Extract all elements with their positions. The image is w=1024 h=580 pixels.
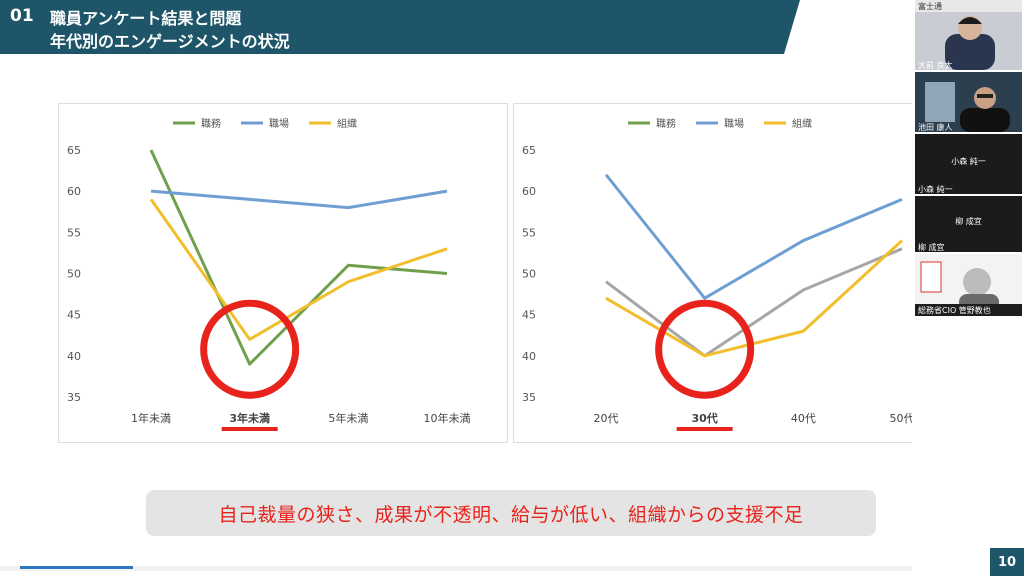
- highlight-circle: [200, 299, 300, 399]
- x-tick-label: 1年未満: [131, 411, 171, 425]
- x-tick-label: 50代: [890, 412, 913, 425]
- x-tick-label: 5年未満: [328, 411, 368, 425]
- participant-org-1: 富士通: [918, 2, 942, 11]
- participant-tile-2[interactable]: 池田 康人: [915, 72, 1022, 132]
- y-tick-label: 55: [67, 226, 81, 239]
- legend-label: 職場: [724, 117, 744, 130]
- slide-progress-track: [0, 566, 912, 571]
- page-number-badge: 10: [990, 548, 1024, 576]
- slide-title: 職員アンケート結果と問題: [50, 9, 242, 28]
- age-chart-svg: 35 40 45 50 55 60 65 20代 30代 40代 50代 職務 職場 組織: [522, 117, 913, 431]
- issue-summary-text: 自己裁量の狭さ、成果が不透明、給与が低い、組織からの支援不足: [218, 503, 804, 526]
- y-tick-label: 50: [67, 268, 81, 281]
- y-tick-label: 45: [67, 309, 81, 322]
- x-tick-label: 10年未満: [424, 411, 471, 425]
- participant-video-5: [915, 261, 1022, 316]
- participant-name-3: 小森 純一: [918, 185, 953, 194]
- y-tick-label: 60: [522, 185, 536, 198]
- y-tick-label: 45: [522, 309, 536, 322]
- participant-name-5: 総務省CIO 管野教也: [918, 306, 991, 315]
- highlight-circle: [655, 299, 755, 399]
- age-engagement-chart: 35 40 45 50 55 60 65 20代 30代 40代 50代 職務 職場 組織: [513, 103, 912, 443]
- y-tick-label: 65: [67, 144, 81, 157]
- legend-label: 職務: [201, 117, 221, 130]
- y-tick-label: 35: [522, 391, 536, 404]
- x-tick-label: 40代: [791, 412, 816, 425]
- video-participants-sidebar[interactable]: 富士通 大前 良太 池田 康人 小森 純一 小森 純一 柳 成宜 柳 成宜 総務…: [912, 0, 1024, 548]
- tenure-chart-svg: 35 40 45 50 55 60 65 1年未満 3年未満 5年未満 10年未満 職務 職場 組織: [67, 117, 471, 431]
- participant-tile-1[interactable]: 富士通 大前 良太: [915, 0, 1022, 70]
- y-tick-label: 60: [67, 185, 81, 198]
- y-tick-label: 40: [522, 350, 536, 363]
- participant-center-name-3: 小森 純一: [951, 157, 986, 166]
- series-line: [149, 149, 448, 366]
- y-tick-label: 35: [67, 391, 81, 404]
- participant-name-2: 池田 康人: [918, 123, 953, 132]
- slide-subtitle: 年代別のエンゲージメントの状況: [50, 32, 290, 51]
- legend-label: 職場: [269, 117, 289, 130]
- participant-name-1: 大前 良太: [918, 61, 953, 70]
- title-bar-shape: [0, 0, 800, 54]
- participant-tile-3[interactable]: 小森 純一 小森 純一: [915, 134, 1022, 194]
- legend-label: 組織: [337, 117, 357, 130]
- tenure-engagement-chart: 35 40 45 50 55 60 65 1年未満 3年未満 5年未満 10年未満 職務 職場 組織: [58, 103, 508, 443]
- series-line: [150, 189, 448, 210]
- slide-progress-fill: [20, 566, 133, 569]
- legend-label: 職務: [656, 117, 676, 130]
- legend-label: 組織: [792, 117, 812, 130]
- series-line: [149, 198, 448, 341]
- series-line: [605, 239, 904, 358]
- participant-center-name-4: 柳 成宜: [955, 217, 982, 226]
- highlight-underline: [676, 427, 733, 431]
- title-bar: 01 職員アンケート結果と問題 年代別のエンゲージメントの状況: [0, 0, 800, 54]
- participant-name-4: 柳 成宜: [918, 243, 945, 252]
- series-line: [604, 173, 903, 300]
- y-tick-label: 50: [522, 268, 536, 281]
- participant-tile-5[interactable]: 総務省CIO 管野教也: [915, 254, 1022, 316]
- series-line: [605, 247, 903, 358]
- participant-video-1: [915, 0, 1022, 70]
- y-tick-label: 55: [522, 226, 536, 239]
- y-tick-label: 40: [67, 350, 81, 363]
- x-tick-label: 30代: [692, 411, 718, 425]
- participant-tile-4[interactable]: 柳 成宜 柳 成宜: [915, 196, 1022, 252]
- x-tick-label: 20代: [594, 412, 619, 425]
- presentation-slide: 01 職員アンケート結果と問題 年代別のエンゲージメントの状況 35 40 45 50…: [0, 0, 912, 571]
- participant-video-2: [925, 82, 1010, 132]
- issue-summary-box: 自己裁量の狭さ、成果が不透明、給与が低い、組織からの支援不足: [146, 490, 876, 536]
- highlight-underline: [221, 427, 278, 431]
- y-tick-label: 65: [522, 144, 536, 157]
- x-tick-label: 3年未満: [229, 411, 270, 425]
- section-number: 01: [10, 6, 34, 26]
